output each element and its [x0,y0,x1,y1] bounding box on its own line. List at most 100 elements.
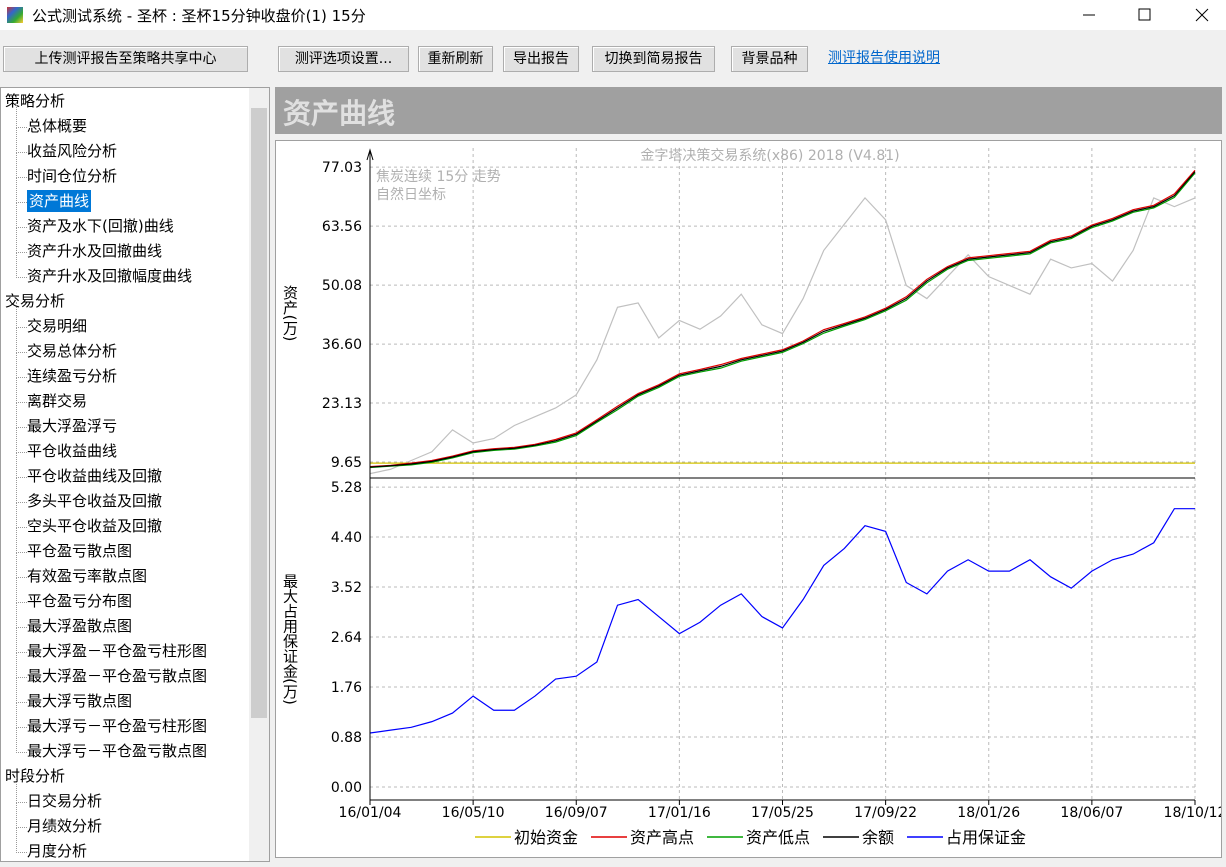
app-icon [7,7,23,23]
tree-connector [16,202,27,228]
scrollbar[interactable] [249,88,269,861]
series-line [369,169,1196,468]
y-tick-label: 3.52 [331,580,362,596]
chart: 9.65 23.13 36.60 50.08 63.56 77.03 资产(万) 0.00 0.… [275,140,1222,858]
legend-label: 资产低点 [746,828,810,847]
x-tick-label: 18/01/26 [957,805,1020,821]
maximize[interactable] [1138,8,1151,21]
tree-connector [16,352,27,378]
x-tick-label: 18/10/12 [1164,805,1222,821]
tree-connector [16,552,27,578]
tree-connector [16,402,27,428]
close[interactable] [1195,8,1209,22]
tree-leaf[interactable]: 最大浮盈散点图 [27,617,133,635]
y-tick-label: 1.76 [331,680,362,696]
tree-connector [16,627,27,653]
tree-leaf[interactable]: 资产升水及回撤幅度曲线 [27,267,193,285]
upload-button[interactable]: 上传测评报告至策略共享中心 [3,46,248,72]
scroll-thumb[interactable] [251,108,267,718]
help-link[interactable]: 测评报告使用说明 [828,50,940,66]
y-tick-label: 2.64 [331,630,362,646]
legend-label: 占用保证金 [946,828,1026,847]
background-button[interactable]: 背景品种 [731,46,808,72]
tree-connector [16,677,27,703]
tree-leaf[interactable]: 资产及水下(回撤)曲线 [27,217,174,235]
tree-leaf[interactable]: 平仓盈亏散点图 [27,542,133,560]
series-line [369,196,1196,475]
tree-connector [16,602,27,628]
tree-leaf[interactable]: 平仓收益曲线 [27,442,118,460]
tree-connector [16,652,27,678]
panel-title: 资产曲线 [283,97,396,130]
options-button[interactable]: 测评选项设置... [278,46,409,72]
tree-connector [16,252,27,278]
annotation: 焦炭连续 15分 走势 [376,168,501,185]
tree-leaf[interactable]: 最大浮亏散点图 [27,692,133,710]
window-controls[interactable] [1060,0,1226,30]
tree-leaf[interactable]: 最大浮亏－平仓盈亏散点图 [27,742,208,760]
series-line [369,508,1195,734]
tree-leaf[interactable]: 资产升水及回撤曲线 [27,242,163,260]
series-line [369,172,1196,469]
tree-connector [16,802,27,828]
tree-leaf[interactable]: 最大浮亏－平仓盈亏柱形图 [27,717,208,735]
export-button[interactable]: 导出报告 [503,46,579,72]
tree-leaf[interactable]: 连续盈亏分析 [27,367,118,385]
tree-leaf[interactable]: 最大浮盈浮亏 [27,417,118,435]
x-tick-label: 16/09/07 [545,805,608,821]
tree-connector [16,502,27,528]
y-axis-label: 资产(万) [281,285,299,342]
tree-group[interactable]: 交易分析 [5,292,66,310]
tree-leaf[interactable]: 收益风险分析 [27,142,118,160]
refresh-button[interactable]: 重新刷新 [418,46,493,72]
x-tick-label: 17/05/25 [751,805,814,821]
tree-connector [16,327,27,353]
y-tick-label: 0.88 [331,730,362,746]
x-tick-label: 18/06/07 [1060,805,1123,821]
y-tick-label: 77.03 [322,160,362,176]
y-tick-label: 5.28 [331,480,362,496]
legend-label: 初始资金 [514,828,578,847]
tree-connector [16,477,27,503]
tree-connector [16,777,27,803]
y-axis-label: 最大占用保证金(万) [281,573,299,705]
tree-connector [16,577,27,603]
tree-connector [16,827,27,853]
tree-connector [16,152,27,178]
tree-leaf[interactable]: 空头平仓收益及回撤 [27,517,163,535]
tree-leaf[interactable]: 日交易分析 [27,792,103,810]
series-line [369,171,1196,468]
tree-leaf[interactable]: 离群交易 [27,392,88,410]
tree-leaf[interactable]: 月度分析 [27,842,88,860]
tree-connector [16,427,27,453]
chart-title: 金字塔决策交易系统(x86) 2018 (V4.81) [640,147,899,164]
tree-leaf[interactable]: 总体概要 [27,117,88,135]
x-tick-label: 16/01/04 [339,805,402,821]
tree-leaf[interactable]: 时间仓位分析 [27,167,118,185]
tree-leaf[interactable]: 最大浮盈－平仓盈亏散点图 [27,667,208,685]
tree-leaf[interactable]: 最大浮盈－平仓盈亏柱形图 [27,642,208,660]
tree-group[interactable]: 时段分析 [5,767,66,785]
tree-leaf[interactable]: 平仓盈亏分布图 [27,592,133,610]
tree-leaf[interactable]: 多头平仓收益及回撤 [27,492,163,510]
y-tick-label: 63.56 [322,219,362,235]
y-tick-label: 4.40 [331,530,362,546]
x-tick-label: 17/09/22 [854,805,917,821]
switch-button[interactable]: 切换到简易报告 [592,46,715,72]
y-tick-label: 50.08 [322,278,362,294]
tree-leaf[interactable]: 交易总体分析 [27,342,118,360]
tree-leaf[interactable]: 平仓收益曲线及回撤 [27,467,163,485]
tree-leaf[interactable]: 资产曲线 [27,190,92,212]
tree-leaf[interactable]: 有效盈亏率散点图 [27,567,148,585]
y-tick-label: 0.00 [331,780,362,796]
x-tick-label: 16/05/10 [442,805,505,821]
tree-group[interactable]: 策略分析 [5,92,66,110]
y-tick-label: 9.65 [331,455,362,471]
legend-label: 余额 [862,828,894,847]
tree-leaf[interactable]: 月绩效分析 [27,817,103,835]
nav-tree: 策略分析 总体概要 收益风险分析 时间仓位分析 资产曲线 资产及水下(回撤)曲线 资产升水及… [0,87,270,862]
tree-connector [16,102,27,128]
tree-leaf[interactable]: 交易明细 [27,317,88,335]
tree-connector [16,227,27,253]
